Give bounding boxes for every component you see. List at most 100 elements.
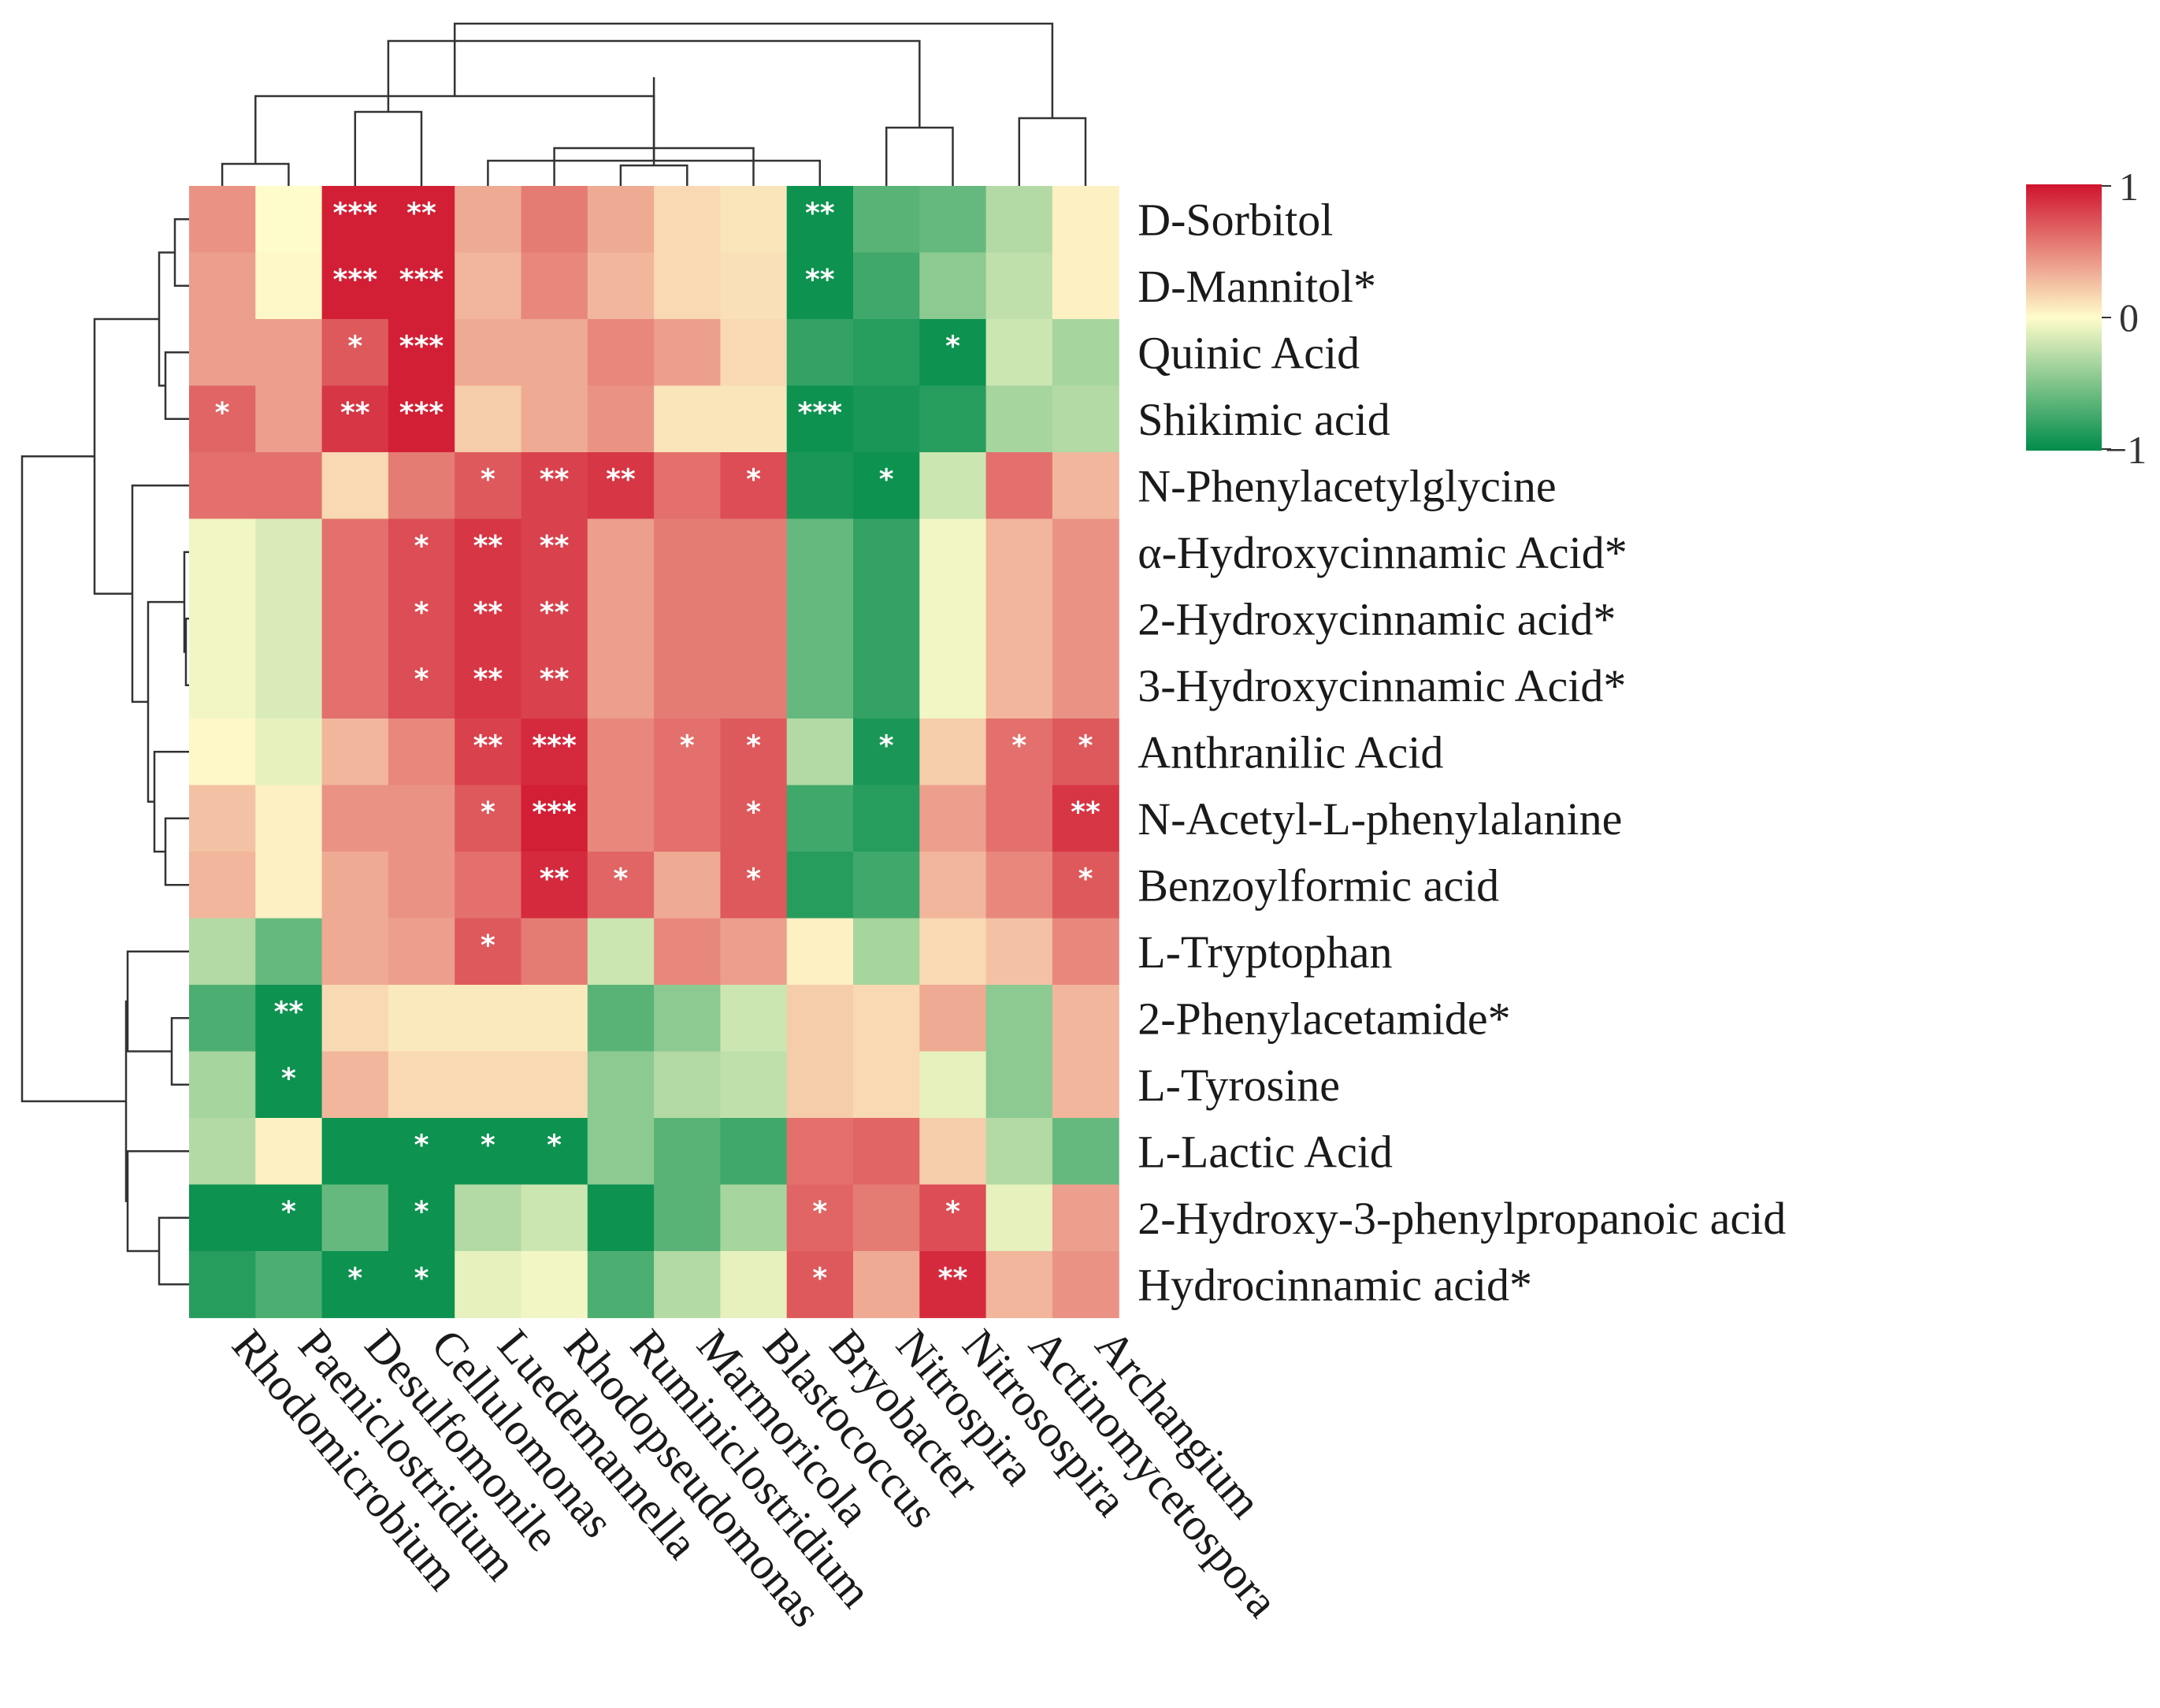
heatmap-cell (388, 652, 455, 719)
heatmap-cell (720, 252, 788, 320)
column-dendrogram-branch (387, 39, 921, 128)
significance-mark: ** (473, 530, 503, 563)
heatmap-cell (255, 985, 323, 1053)
heatmap-cell (321, 985, 389, 1053)
row-label: Hydrocinnamic acid* (1138, 1259, 1532, 1310)
heatmap-cell (189, 1118, 256, 1186)
heatmap-cell (720, 718, 788, 786)
heatmap-cell (321, 385, 389, 453)
heatmap-cell (255, 918, 323, 986)
heatmap-cell (919, 652, 987, 719)
heatmap-cell (985, 585, 1053, 653)
row-label: Benzoylformic acid (1138, 860, 1499, 911)
heatmap-cell (321, 452, 389, 520)
heatmap-cell (919, 718, 987, 786)
heatmap-cell (388, 1251, 455, 1319)
heatmap-cell (853, 985, 920, 1053)
heatmap-cell (1052, 1251, 1119, 1319)
heatmap-cell (321, 186, 389, 254)
significance-mark: * (347, 1262, 362, 1294)
significance-mark: * (414, 1196, 429, 1228)
heatmap-cell (654, 585, 721, 653)
significance-mark: * (414, 530, 429, 563)
significance-mark: ** (340, 397, 370, 429)
heatmap-cell (720, 1184, 788, 1252)
row-label: D-Sorbitol (1138, 194, 1333, 245)
heatmap-cell (786, 852, 854, 919)
heatmap-cell (521, 585, 588, 653)
column-dendrogram-branch (1018, 117, 1087, 186)
heatmap-cell (388, 918, 455, 986)
heatmap-cell (455, 785, 522, 852)
heatmap-cell (189, 186, 256, 254)
heatmap-cell (654, 1051, 721, 1119)
heatmap-cell (388, 852, 455, 919)
heatmap-cell (985, 1118, 1053, 1186)
heatmap-cell (985, 785, 1053, 852)
heatmap-cell (189, 452, 256, 520)
heatmap-cell (1052, 319, 1119, 387)
heatmap-cell (1052, 652, 1119, 719)
heatmap-cell (587, 785, 655, 852)
heatmap-cell (720, 452, 788, 520)
heatmap-cell (587, 385, 655, 453)
heatmap-cell (388, 252, 455, 320)
column-dendrogram-branch (254, 95, 655, 165)
heatmap-cell (189, 1251, 256, 1319)
heatmap-cell (255, 452, 323, 520)
colorbar-gradient (2026, 184, 2102, 451)
heatmap-cell (1052, 985, 1119, 1053)
heatmap-cell (853, 319, 920, 387)
significance-mark: *** (399, 397, 444, 429)
heatmap-cell (919, 319, 987, 387)
heatmap-cell (1052, 852, 1119, 919)
heatmap-cell (455, 652, 522, 719)
significance-mark: * (746, 796, 761, 829)
significance-mark: ** (540, 863, 570, 895)
heatmap-cell (853, 585, 920, 653)
heatmap-cell (255, 385, 323, 453)
heatmap-cell (1052, 518, 1119, 586)
heatmap-cell (985, 518, 1053, 586)
heatmap-cell (985, 186, 1053, 254)
heatmap-cell (455, 518, 522, 586)
heatmap-cell (455, 452, 522, 520)
row-dendrogram-branch (164, 351, 189, 421)
heatmap-cell (321, 1118, 389, 1186)
heatmap-cell (985, 252, 1053, 320)
heatmap-cell (853, 452, 920, 520)
heatmap-cell (786, 918, 854, 986)
heatmap-cell (587, 319, 655, 387)
heatmap-cell (521, 918, 588, 986)
heatmap-cell (919, 385, 987, 453)
heatmap-cell (255, 186, 323, 254)
heatmap-cell (521, 1184, 588, 1252)
significance-mark: * (281, 1063, 296, 1095)
heatmap-cell (1052, 1184, 1119, 1252)
heatmap-cell (654, 652, 721, 719)
colorbar-legend: 1 0 −1 (2026, 165, 2147, 472)
significance-mark: ** (540, 463, 570, 496)
heatmap-cell (985, 1251, 1053, 1319)
row-label: Quinic Acid (1138, 327, 1360, 378)
heatmap-cell (455, 1051, 522, 1119)
heatmap-cell (654, 785, 721, 852)
heatmap-cell (255, 785, 323, 852)
heatmap-cell (587, 1118, 655, 1186)
heatmap-cell (388, 585, 455, 653)
colorbar-tick-label-min: −1 (2105, 428, 2147, 472)
heatmap-cell (654, 518, 721, 586)
heatmap-cell (321, 319, 389, 387)
colorbar-tick-label-max: 1 (2119, 165, 2139, 209)
significance-mark: * (481, 463, 495, 496)
row-dendrogram-branch (158, 251, 175, 387)
significance-marks: *** ** ***** *** *** *** ** ** *** **** ** ** * ** ** *… (215, 197, 1100, 1294)
heatmap-cell (521, 1118, 588, 1186)
heatmap-cell (786, 452, 854, 520)
significance-mark: * (414, 1262, 429, 1294)
column-labels: RhodomicrobiumPaeniclostridiumDesulfomon… (222, 1320, 1288, 1636)
heatmap-cell (720, 918, 788, 986)
heatmap-cell (720, 985, 788, 1053)
heatmap-cell (455, 186, 522, 254)
